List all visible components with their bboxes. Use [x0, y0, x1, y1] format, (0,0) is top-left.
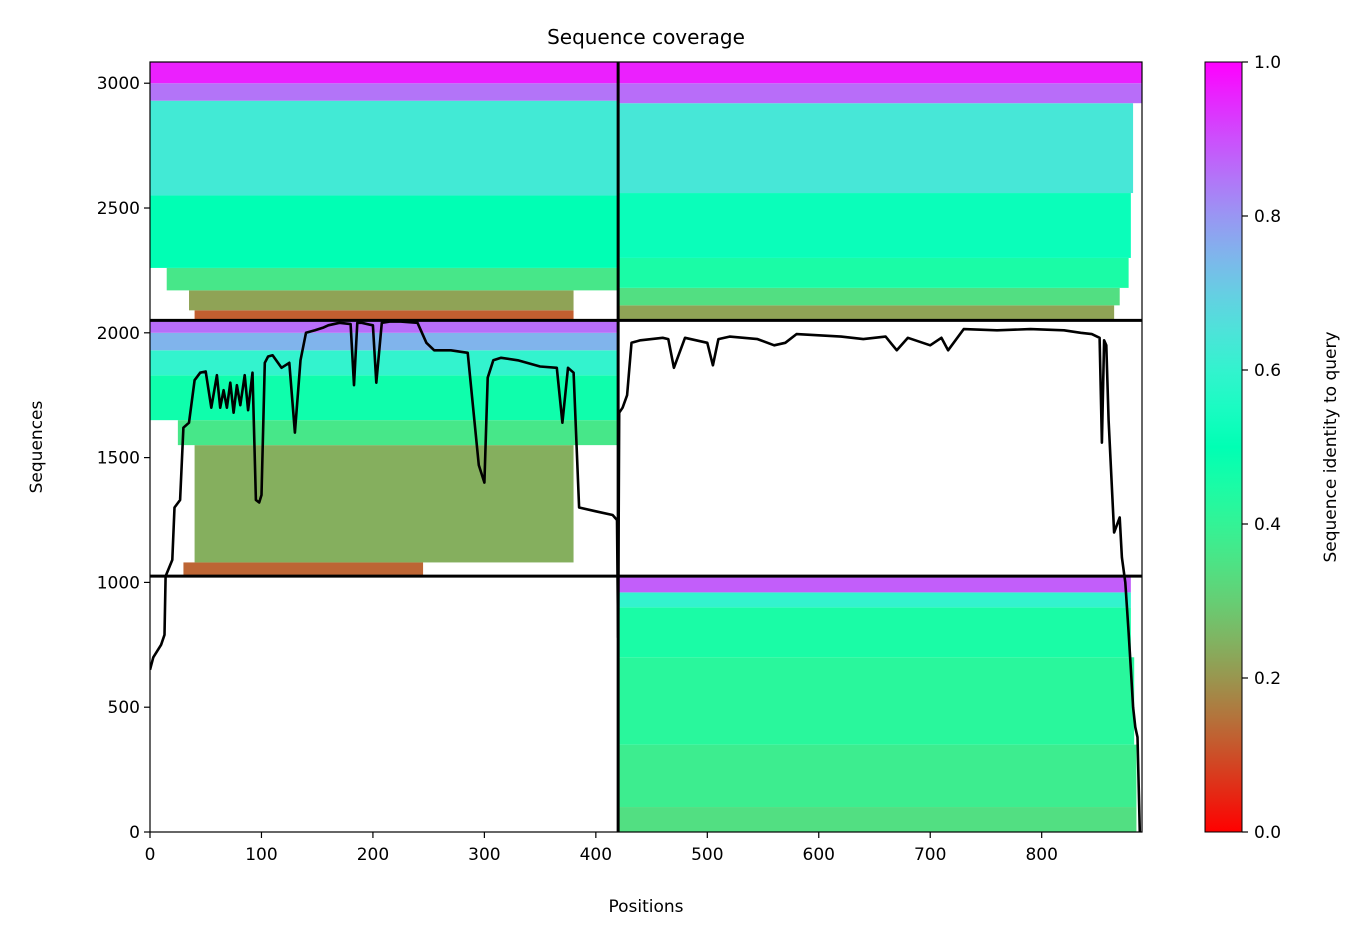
identity-band: [150, 100, 619, 196]
x-tick-label: 100: [245, 845, 277, 865]
identity-band: [150, 195, 619, 268]
x-axis: 0 100 200 300 400 500 600 700 800: [145, 832, 1058, 865]
y-tick-label: 2000: [97, 324, 140, 344]
identity-band: [618, 657, 1135, 745]
identity-band: [150, 83, 619, 101]
heatmap-layer: [150, 62, 1142, 832]
colorbar-tick-label: 0.0: [1254, 823, 1281, 843]
identity-band: [618, 62, 1142, 84]
identity-band: [618, 807, 1137, 832]
y-tick-label: 2500: [97, 199, 140, 219]
identity-band: [194, 445, 574, 563]
colorbar-tick-label: 0.2: [1254, 669, 1281, 689]
identity-band: [150, 350, 619, 376]
x-tick-label: 300: [468, 845, 500, 865]
identity-band: [166, 267, 619, 291]
identity-band: [618, 193, 1131, 258]
y-axis-label: Sequences: [27, 401, 47, 494]
colorbar-tick-label: 0.6: [1254, 361, 1281, 381]
identity-band: [618, 592, 1131, 608]
identity-band: [194, 310, 574, 321]
x-tick-label: 600: [803, 845, 835, 865]
identity-band: [150, 332, 619, 351]
identity-band: [618, 576, 1131, 593]
colorbar: [1204, 61, 1243, 833]
identity-band: [618, 257, 1129, 288]
y-tick-label: 1500: [97, 449, 140, 469]
coverage-line-layer: [150, 320, 1142, 832]
identity-band: [618, 287, 1120, 306]
colorbar-label: Sequence identity to query: [1321, 331, 1341, 562]
coverage-line: [150, 320, 1142, 832]
x-tick-label: 400: [580, 845, 612, 865]
identity-band: [618, 103, 1134, 194]
y-tick-label: 3000: [97, 74, 140, 94]
x-tick-label: 200: [357, 845, 389, 865]
y-tick-label: 500: [108, 698, 140, 718]
x-tick-label: 700: [914, 845, 946, 865]
colorbar-tick-label: 0.4: [1254, 515, 1281, 535]
identity-band: [189, 290, 574, 311]
identity-band: [618, 83, 1142, 104]
x-axis-label: Positions: [608, 897, 683, 917]
identity-band: [177, 420, 619, 446]
y-tick-label: 1000: [97, 573, 140, 593]
identity-band: [150, 62, 619, 84]
identity-band: [618, 744, 1137, 808]
colorbar-tick-label: 0.8: [1254, 207, 1281, 227]
x-tick-label: 500: [691, 845, 723, 865]
y-tick-label: 0: [129, 823, 140, 843]
colorbar-ticks: 0.0 0.2 0.4 0.6 0.8 1.0: [1242, 53, 1281, 843]
x-tick-label: 0: [145, 845, 156, 865]
identity-band: [150, 320, 619, 333]
identity-band: [618, 305, 1115, 321]
y-axis: 0 500 1000 1500 2000 2500 3000: [97, 74, 150, 843]
x-tick-label: 800: [1025, 845, 1057, 865]
plot-frame: [149, 61, 1143, 833]
identity-band: [618, 607, 1131, 658]
colorbar-tick-label: 1.0: [1254, 53, 1281, 73]
identity-band: [183, 562, 424, 577]
chart-title: Sequence coverage: [547, 25, 745, 49]
